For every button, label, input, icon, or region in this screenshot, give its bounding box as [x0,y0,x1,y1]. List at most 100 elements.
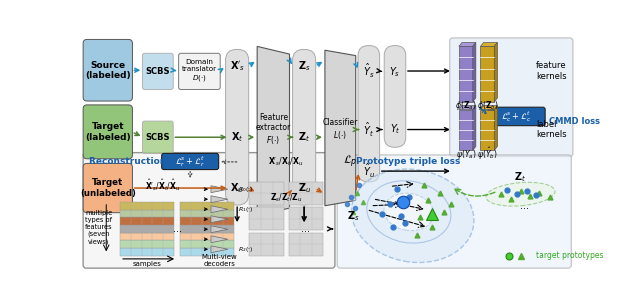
Polygon shape [211,216,228,223]
Text: $\mathcal{L}_c^s + \mathcal{L}_c^t$: $\mathcal{L}_c^s + \mathcal{L}_c^t$ [501,109,532,124]
Text: $\mathcal{L}_p$: $\mathcal{L}_p$ [344,154,358,170]
Polygon shape [325,50,356,206]
Text: $\mathbf{X}_u$: $\mathbf{X}_u$ [230,181,244,195]
Text: label
kernels: label kernels [536,120,566,139]
Polygon shape [494,42,497,102]
Text: $\mathbf{Z}_s$: $\mathbf{Z}_s$ [348,209,360,223]
Text: $\psi(Y_a)$: $\psi(Y_a)$ [456,148,476,161]
Text: CMMD loss: CMMD loss [549,117,600,126]
Text: $\mathbf{Z}_s$: $\mathbf{Z}_s$ [298,59,310,73]
FancyBboxPatch shape [358,45,380,182]
FancyBboxPatch shape [292,49,316,205]
FancyBboxPatch shape [83,153,335,268]
Text: $R_2(\cdot)$: $R_2(\cdot)$ [238,245,253,254]
Polygon shape [473,106,476,150]
Bar [120,210,174,217]
FancyBboxPatch shape [337,155,572,268]
Text: Prototype triple loss: Prototype triple loss [356,157,460,166]
Bar [250,207,284,230]
Polygon shape [473,42,476,102]
Text: $\hat{Y}_u$: $\hat{Y}_u$ [363,162,375,180]
Bar [120,240,174,248]
Text: Source
(labeled): Source (labeled) [85,61,131,80]
Text: $Y_s$: $Y_s$ [389,65,401,79]
Text: $\hat{\mathbf{X}}'_s/\hat{\mathbf{X}}_t/\hat{\mathbf{X}}_u$: $\hat{\mathbf{X}}'_s/\hat{\mathbf{X}}_t/… [145,177,180,193]
Polygon shape [494,106,497,150]
Bar [250,182,284,205]
Ellipse shape [486,182,555,206]
Text: ...: ... [173,224,182,234]
Ellipse shape [384,193,434,231]
Text: multiple
types of
features
(seven
views): multiple types of features (seven views) [84,210,113,245]
Polygon shape [257,46,289,216]
Bar [180,217,234,225]
Text: target prototypes: target prototypes [536,251,604,260]
FancyBboxPatch shape [225,49,249,205]
Bar [180,240,234,248]
Bar [459,46,473,102]
Bar [250,233,284,256]
Text: Feature
extractor
$F(\cdot)$: Feature extractor $F(\cdot)$ [256,113,291,146]
Text: Multi-view
decoders: Multi-view decoders [202,254,237,267]
Text: ...: ... [301,224,310,234]
Text: $\phi(\mathbf{Z}_a)$: $\phi(\mathbf{Z}_a)$ [455,99,477,112]
Text: $\mathcal{L}_r^s + \mathcal{L}_r^t$: $\mathcal{L}_r^s + \mathcal{L}_r^t$ [175,155,205,169]
Text: Classifier
$L(\cdot)$: Classifier $L(\cdot)$ [323,118,358,141]
FancyBboxPatch shape [83,39,132,101]
Polygon shape [211,246,228,253]
Text: $\phi(\mathbf{Z}_b)$: $\phi(\mathbf{Z}_b)$ [477,99,498,112]
Bar [289,207,323,230]
FancyBboxPatch shape [143,121,173,153]
Polygon shape [481,42,497,46]
Bar [120,217,174,225]
Text: Target
(unlabeled): Target (unlabeled) [80,178,136,198]
Text: $\mathbf{Z}_t$: $\mathbf{Z}_t$ [298,130,310,144]
Bar [120,233,174,240]
Text: $\hat{Y}_t$: $\hat{Y}_t$ [364,121,374,138]
Text: Target
(labeled): Target (labeled) [85,122,131,142]
Text: $\mathbf{X}'_s/\mathbf{X}_t/\mathbf{X}_u$: $\mathbf{X}'_s/\mathbf{X}_t/\mathbf{X}_u… [268,156,303,168]
FancyBboxPatch shape [488,107,545,126]
Text: $\hat{Y}_s$: $\hat{Y}_s$ [363,62,374,80]
Bar [481,46,494,102]
FancyBboxPatch shape [179,53,220,89]
Bar [180,233,234,240]
Text: $\psi(\hat{Y}_b)$: $\psi(\hat{Y}_b)$ [477,146,498,162]
Bar [180,248,234,256]
Polygon shape [481,106,497,109]
Bar [180,210,234,217]
Text: Domain
translator
$D(\cdot)$: Domain translator $D(\cdot)$ [182,59,217,83]
FancyBboxPatch shape [450,38,573,156]
FancyBboxPatch shape [162,153,219,170]
Text: $\mathbf{X}'_s$: $\mathbf{X}'_s$ [230,59,244,73]
Polygon shape [211,186,228,193]
FancyBboxPatch shape [83,105,132,159]
Text: Reconstruction loss: Reconstruction loss [90,157,189,166]
FancyBboxPatch shape [384,45,406,147]
Text: $\mathbf{Z}_s/\mathbf{Z}_t/\mathbf{Z}_u$: $\mathbf{Z}_s/\mathbf{Z}_t/\mathbf{Z}_u$ [270,192,303,204]
Text: $\mathbf{Z}_u$: $\mathbf{Z}_u$ [298,181,310,195]
Bar [481,109,494,150]
Text: $R_1(\cdot)$: $R_1(\cdot)$ [238,205,253,214]
Ellipse shape [367,181,451,243]
Polygon shape [211,236,228,243]
Text: feature
kernels: feature kernels [536,61,566,81]
Text: SCBS: SCBS [145,133,170,142]
Polygon shape [211,206,228,213]
Bar [120,202,174,210]
Bar [289,182,323,205]
Text: $Y_t$: $Y_t$ [390,123,401,136]
Bar [180,225,234,233]
Bar [120,225,174,233]
Text: $R_0(\cdot)$: $R_0(\cdot)$ [238,185,253,194]
Bar [459,109,473,150]
Polygon shape [459,106,476,109]
Polygon shape [211,226,228,233]
Text: $\mathbf{X}_t$: $\mathbf{X}_t$ [231,130,243,144]
Text: samples: samples [132,261,161,267]
Polygon shape [211,196,228,203]
Bar [120,248,174,256]
Text: $\mathbf{Z}_t$: $\mathbf{Z}_t$ [515,170,527,184]
Polygon shape [459,42,476,46]
Text: ...: ... [520,201,529,211]
